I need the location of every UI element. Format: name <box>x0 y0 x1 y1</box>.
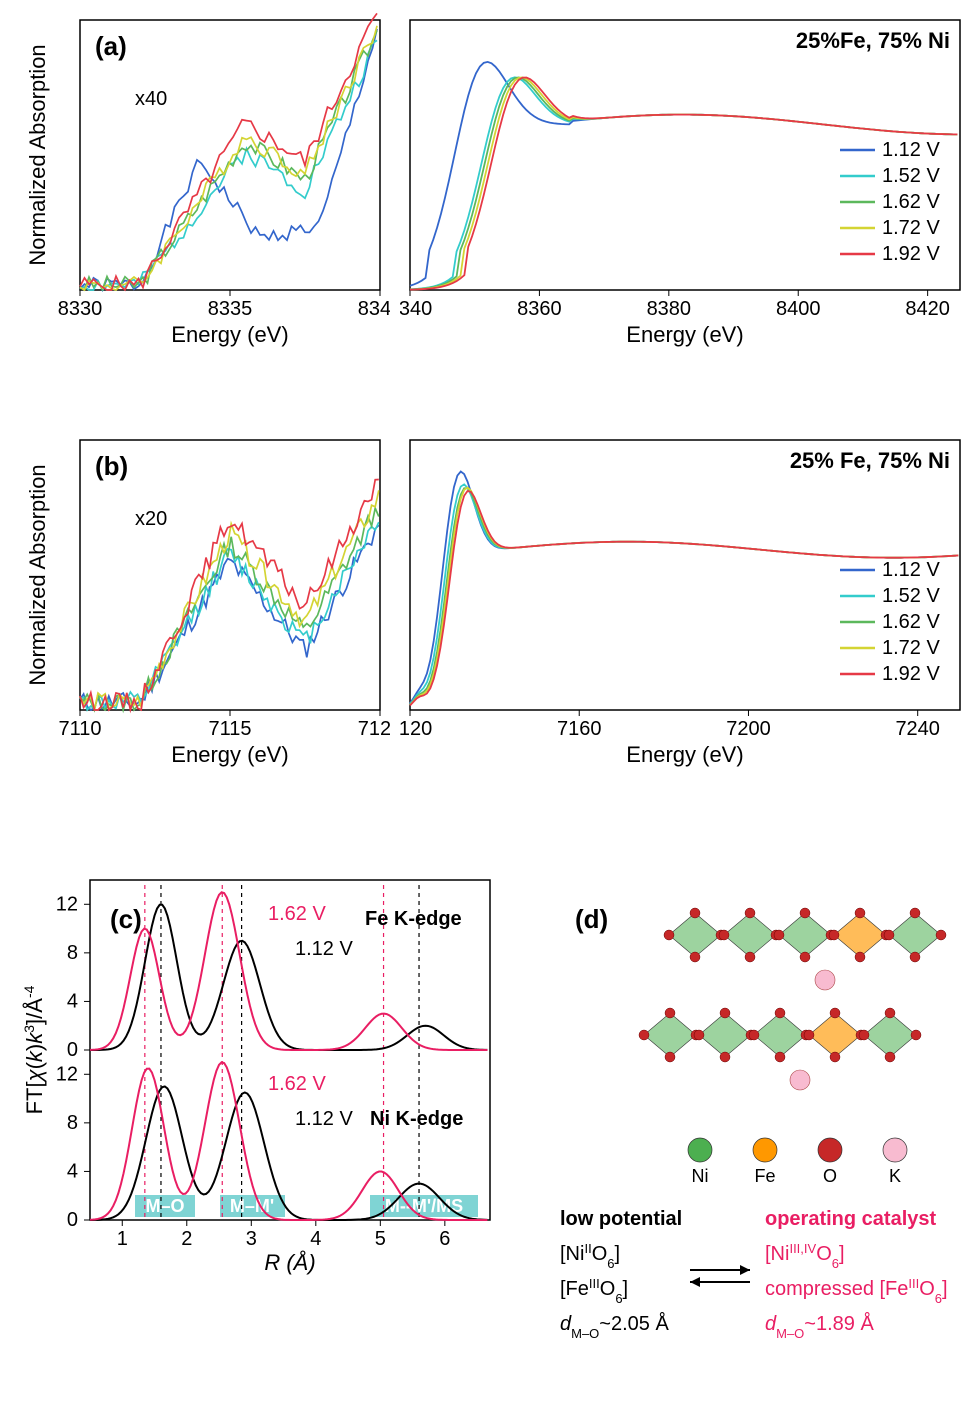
svg-text:1.62 V: 1.62 V <box>882 191 940 213</box>
chart-a-left: 8330 8335 8340 Energy (eV) Normalized Ab… <box>20 10 390 350</box>
svg-text:7120: 7120 <box>358 718 390 740</box>
xtick: 8330 <box>58 298 103 320</box>
svg-text:4: 4 <box>67 1160 78 1182</box>
svg-text:Ni: Ni <box>692 1166 709 1186</box>
svg-text:8340: 8340 <box>400 298 432 320</box>
svg-text:1.62 V: 1.62 V <box>268 903 326 925</box>
xtick: 8340 <box>358 298 390 320</box>
svg-text:1.62 V: 1.62 V <box>268 1073 326 1095</box>
svg-text:12: 12 <box>56 1063 78 1085</box>
equilibrium-arrows <box>690 1265 750 1287</box>
svg-text:Normalized Absorption: Normalized Absorption <box>25 464 50 685</box>
svg-text:1.52 V: 1.52 V <box>882 585 940 607</box>
panel-d: (d) Ni Fe O K low potential operating catal… <box>530 870 970 1390</box>
svg-text:1: 1 <box>117 1228 128 1250</box>
svg-text:1.92 V: 1.92 V <box>882 243 940 265</box>
svg-text:0: 0 <box>67 1039 78 1061</box>
svg-text:8420: 8420 <box>905 298 950 320</box>
svg-text:4: 4 <box>67 990 78 1012</box>
panel-d-content: (d) Ni Fe O K low potential operating catal… <box>530 870 970 1390</box>
svg-text:4: 4 <box>310 1228 321 1250</box>
svg-text:6: 6 <box>439 1228 450 1250</box>
atom-legend: Ni Fe O K <box>688 1138 907 1186</box>
svg-text:7240: 7240 <box>895 718 940 740</box>
panel-a-left: 8330 8335 8340 Energy (eV) Normalized Ab… <box>20 10 390 350</box>
legend: 1.12 V 1.52 V 1.62 V 1.72 V 1.92 V <box>840 559 940 685</box>
svg-text:Ni K-edge: Ni K-edge <box>370 1108 463 1130</box>
svg-text:1.92 V: 1.92 V <box>882 663 940 685</box>
svg-text:0: 0 <box>67 1209 78 1231</box>
svg-text:1.52 V: 1.52 V <box>882 165 940 187</box>
svg-text:1.72 V: 1.72 V <box>882 217 940 239</box>
xlabel: Energy (eV) <box>171 322 288 347</box>
svg-text:R (Å): R (Å) <box>264 1250 315 1275</box>
svg-text:1.62 V: 1.62 V <box>882 611 940 633</box>
svg-text:(b): (b) <box>95 451 128 481</box>
chart-a-right: 8340 8360 8380 8400 8420 Energy (eV) 25%Fe, … <box>400 10 970 350</box>
svg-text:M–O: M–O <box>145 1196 184 1216</box>
panel-b-right: 7120 7160 7200 7240 Energy (eV) 25% Fe, 75%… <box>400 430 970 770</box>
ft-exafs-curves <box>90 892 487 1220</box>
svg-text:Energy (eV): Energy (eV) <box>626 742 743 767</box>
chart-b-right: 7120 7160 7200 7240 Energy (eV) 25% Fe, 75%… <box>400 430 970 770</box>
svg-text:5: 5 <box>375 1228 386 1250</box>
svg-text:1.12 V: 1.12 V <box>882 559 940 581</box>
svg-text:7120: 7120 <box>400 718 432 740</box>
svg-text:O: O <box>823 1166 837 1186</box>
svg-text:[FeIIIO6]: [FeIIIO6] <box>560 1276 628 1306</box>
svg-text:FT[χ(k)k3]/Å-4: FT[χ(k)k3]/Å-4 <box>21 985 47 1114</box>
legend: 1.12 V 1.52 V 1.62 V 1.72 V 1.92 V <box>840 139 940 265</box>
svg-text:7200: 7200 <box>726 718 771 740</box>
chart-c: 123456 0481204812 R (Å) FT[χ(k)k3]/Å-4 (… <box>20 870 500 1275</box>
svg-text:low potential: low potential <box>560 1208 682 1230</box>
svg-text:(c): (c) <box>110 904 142 934</box>
svg-text:7110: 7110 <box>58 718 101 740</box>
panel-label: (a) <box>95 31 127 61</box>
svg-text:25% Fe, 75% Ni: 25% Fe, 75% Ni <box>790 448 950 473</box>
spectra-lines <box>410 472 958 706</box>
svg-text:8: 8 <box>67 1112 78 1134</box>
xlabel: Energy (eV) <box>626 322 743 347</box>
svg-text:[NiIIO6]: [NiIIO6] <box>560 1241 620 1271</box>
svg-text:7160: 7160 <box>557 718 602 740</box>
spectra-lines <box>80 479 379 710</box>
chart-b-left: 7110 7115 7120 Energy (eV) Normalized Ab… <box>20 430 390 770</box>
svg-text:dM–O~2.05 Å: dM–O~2.05 Å <box>560 1312 669 1341</box>
multiplier: x40 <box>135 88 167 110</box>
svg-text:dM–O~1.89 Å: dM–O~1.89 Å <box>765 1312 874 1341</box>
svg-text:operating catalyst: operating catalyst <box>765 1208 937 1230</box>
spectra-lines <box>410 62 957 290</box>
svg-text:8: 8 <box>67 942 78 964</box>
svg-text:[NiIII,IVO6]: [NiIII,IVO6] <box>765 1241 845 1271</box>
svg-text:(d): (d) <box>575 904 608 934</box>
svg-text:1.12 V: 1.12 V <box>295 1108 353 1130</box>
svg-text:7115: 7115 <box>208 718 251 740</box>
panel-a-right: 8340 8360 8380 8400 8420 Energy (eV) 25%Fe, … <box>400 10 970 350</box>
crystal-structure <box>639 908 946 1090</box>
svg-text:12: 12 <box>56 893 78 915</box>
svg-text:2: 2 <box>181 1228 192 1250</box>
svg-text:K: K <box>889 1166 901 1186</box>
xtick: 8335 <box>208 298 253 320</box>
svg-text:Fe K-edge: Fe K-edge <box>365 908 462 930</box>
svg-text:3: 3 <box>246 1228 257 1250</box>
svg-text:Energy (eV): Energy (eV) <box>171 742 288 767</box>
svg-text:8380: 8380 <box>647 298 692 320</box>
composition: 25%Fe, 75% Ni <box>796 28 950 53</box>
svg-text:1.12 V: 1.12 V <box>295 938 353 960</box>
svg-text:8360: 8360 <box>517 298 562 320</box>
panel-b-left: 7110 7115 7120 Energy (eV) Normalized Ab… <box>20 430 390 770</box>
svg-text:1.12 V: 1.12 V <box>882 139 940 161</box>
svg-text:8400: 8400 <box>776 298 821 320</box>
svg-text:1.72 V: 1.72 V <box>882 637 940 659</box>
svg-text:compressed [FeIIIO6]: compressed [FeIIIO6] <box>765 1276 948 1306</box>
svg-text:x20: x20 <box>135 508 167 530</box>
ylabel: Normalized Absorption <box>25 44 50 265</box>
panel-c: 123456 0481204812 R (Å) FT[χ(k)k3]/Å-4 (… <box>20 870 500 1275</box>
svg-text:Fe: Fe <box>754 1166 775 1186</box>
svg-text:M–M': M–M' <box>230 1196 274 1216</box>
